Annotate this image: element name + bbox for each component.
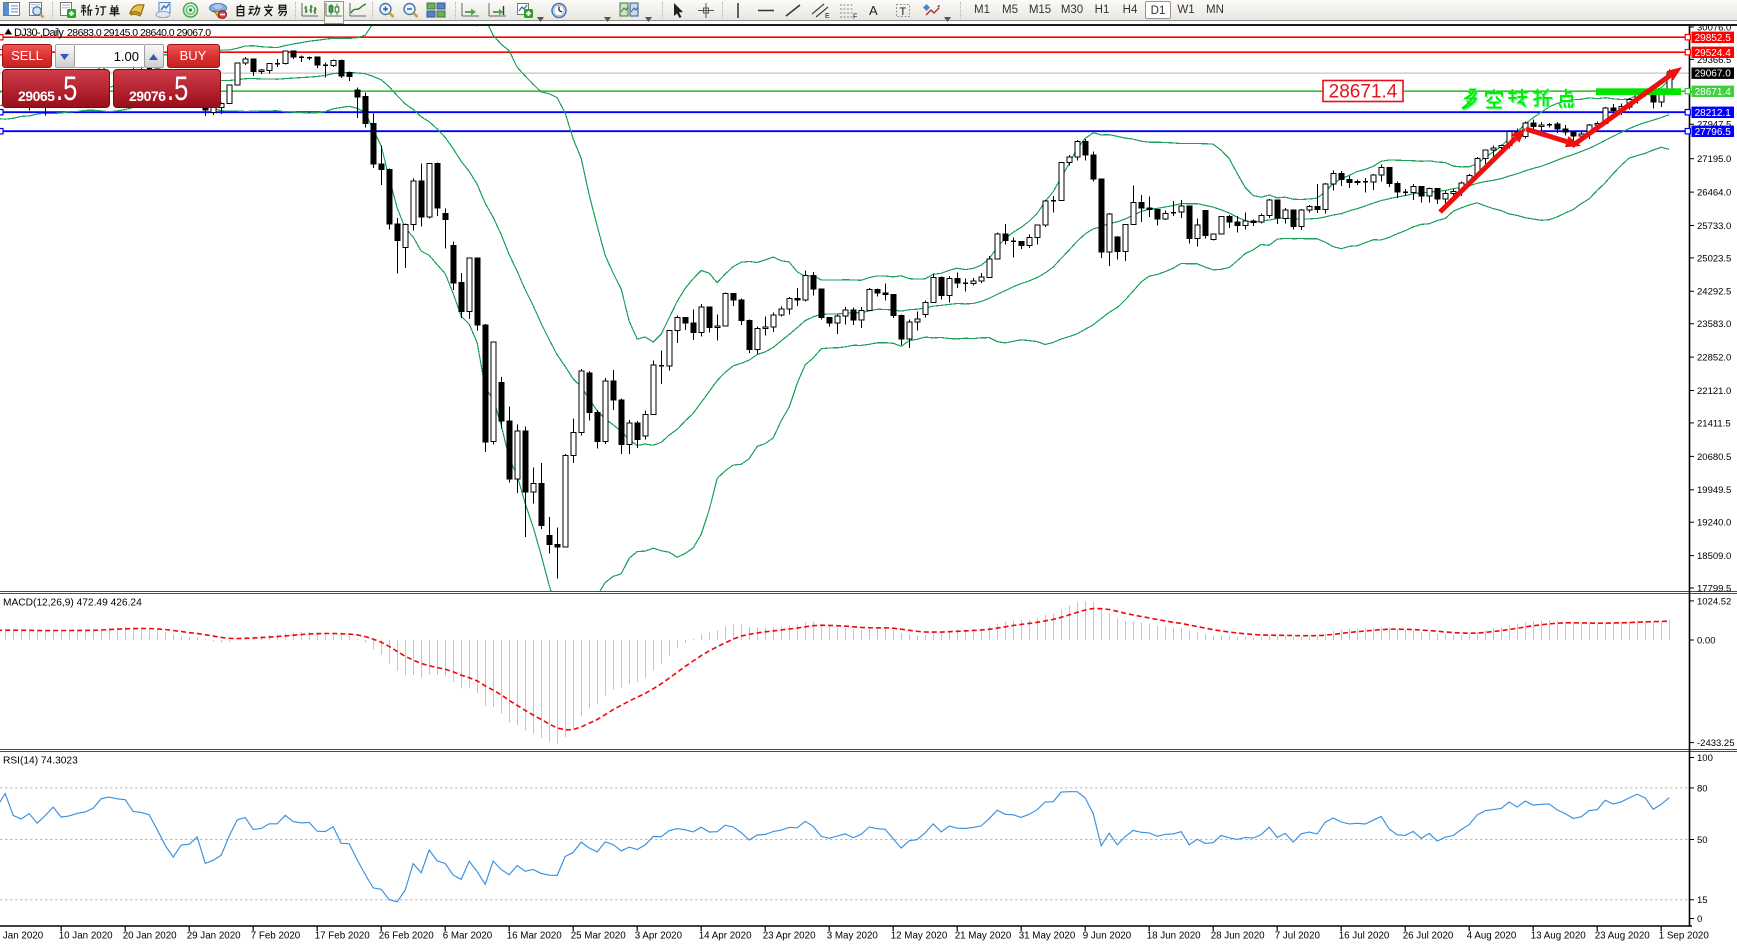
svg-text:0: 0 <box>1697 914 1702 925</box>
svg-text:80: 80 <box>1697 783 1708 794</box>
svg-text:22852.0: 22852.0 <box>1697 353 1731 364</box>
svg-text:23583.0: 23583.0 <box>1697 319 1731 330</box>
svg-text:17799.5: 17799.5 <box>1697 583 1731 594</box>
svg-text:28671.4: 28671.4 <box>1329 82 1398 103</box>
svg-text:25023.5: 25023.5 <box>1697 253 1731 264</box>
svg-text:25 Mar 2020: 25 Mar 2020 <box>571 931 627 942</box>
svg-text:30076.0: 30076.0 <box>1697 22 1731 33</box>
svg-text:DJ30-,Daily: DJ30-,Daily <box>14 27 64 39</box>
svg-text:29524.4: 29524.4 <box>1695 48 1732 59</box>
svg-text:3 May 2020: 3 May 2020 <box>827 931 879 942</box>
svg-text:25733.0: 25733.0 <box>1697 221 1731 232</box>
svg-text:23 Apr 2020: 23 Apr 2020 <box>763 931 816 942</box>
svg-text:-2433.25: -2433.25 <box>1697 738 1735 749</box>
svg-text:29067.0: 29067.0 <box>1695 69 1732 80</box>
svg-text:28671.4: 28671.4 <box>1695 87 1732 98</box>
svg-text:24292.5: 24292.5 <box>1697 287 1731 298</box>
svg-text:4 Aug 2020: 4 Aug 2020 <box>1467 931 1517 942</box>
svg-text:20 Jan 2020: 20 Jan 2020 <box>123 931 177 942</box>
svg-text:26 Feb 2020: 26 Feb 2020 <box>379 931 435 942</box>
svg-text:16 Jul 2020: 16 Jul 2020 <box>1339 931 1390 942</box>
svg-text:1024.52: 1024.52 <box>1697 596 1731 607</box>
svg-text:19949.5: 19949.5 <box>1697 485 1731 496</box>
svg-text:10 Jan 2020: 10 Jan 2020 <box>59 931 113 942</box>
svg-text:26 Jul 2020: 26 Jul 2020 <box>1403 931 1454 942</box>
svg-text:T: T <box>900 6 907 18</box>
svg-text:31 May 2020: 31 May 2020 <box>1019 931 1076 942</box>
svg-text:17 Feb 2020: 17 Feb 2020 <box>315 931 371 942</box>
svg-text:27195.0: 27195.0 <box>1697 154 1731 165</box>
svg-text:19240.0: 19240.0 <box>1697 518 1731 529</box>
svg-text:50: 50 <box>1697 835 1708 846</box>
svg-text:27796.5: 27796.5 <box>1695 127 1732 138</box>
svg-text:14 Apr 2020: 14 Apr 2020 <box>699 931 752 942</box>
svg-text:RSI(14) 74.3023: RSI(14) 74.3023 <box>3 756 78 767</box>
svg-text:29366.5: 29366.5 <box>1697 55 1731 66</box>
svg-text:29852.5: 29852.5 <box>1695 33 1732 44</box>
svg-text:7 Jul 2020: 7 Jul 2020 <box>1275 931 1321 942</box>
svg-text:29 Jan 2020: 29 Jan 2020 <box>187 931 241 942</box>
svg-text:26464.0: 26464.0 <box>1697 188 1731 199</box>
svg-text:100: 100 <box>1697 753 1713 764</box>
svg-text:E: E <box>825 13 830 19</box>
svg-text:12 May 2020: 12 May 2020 <box>891 931 948 942</box>
svg-text:3 Apr 2020: 3 Apr 2020 <box>635 931 683 942</box>
svg-text:7 Feb 2020: 7 Feb 2020 <box>251 931 301 942</box>
svg-text:28 Jun 2020: 28 Jun 2020 <box>1211 931 1265 942</box>
svg-text:28212.1: 28212.1 <box>1695 108 1732 119</box>
svg-text:13 Aug 2020: 13 Aug 2020 <box>1531 931 1587 942</box>
svg-text:0.00: 0.00 <box>1697 635 1716 646</box>
svg-text:F: F <box>853 14 857 20</box>
svg-text:21 May 2020: 21 May 2020 <box>955 931 1012 942</box>
svg-text:16 Mar 2020: 16 Mar 2020 <box>507 931 563 942</box>
svg-text:6 Mar 2020: 6 Mar 2020 <box>443 931 493 942</box>
svg-text:22121.0: 22121.0 <box>1697 386 1731 397</box>
svg-text:1 Sep 2020: 1 Sep 2020 <box>1659 931 1710 942</box>
svg-text:23 Aug 2020: 23 Aug 2020 <box>1595 931 1651 942</box>
svg-text:MACD(12,26,9) 472.49 426.24: MACD(12,26,9) 472.49 426.24 <box>3 598 142 609</box>
svg-text:27947.5: 27947.5 <box>1697 120 1731 131</box>
svg-text:20680.5: 20680.5 <box>1697 452 1731 463</box>
svg-text:18509.0: 18509.0 <box>1697 551 1731 562</box>
svg-text:21411.5: 21411.5 <box>1697 418 1731 429</box>
svg-text:1 Jan 2020: 1 Jan 2020 <box>0 931 44 942</box>
svg-text:9 Jun 2020: 9 Jun 2020 <box>1083 931 1132 942</box>
svg-text:15: 15 <box>1697 895 1708 906</box>
svg-text:18 Jun 2020: 18 Jun 2020 <box>1147 931 1201 942</box>
svg-text:28683.0 29145.0 28640.0 29067.: 28683.0 29145.0 28640.0 29067.0 <box>67 27 211 39</box>
